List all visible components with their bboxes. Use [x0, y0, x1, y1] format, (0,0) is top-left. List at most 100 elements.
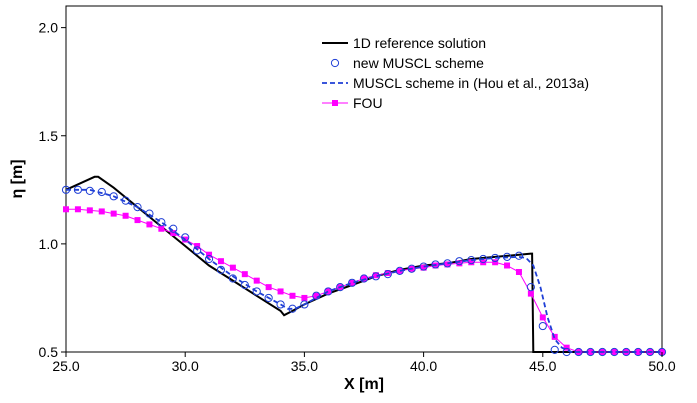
new-muscl-marker [181, 233, 190, 242]
fou-marker [253, 277, 260, 284]
legend-entry: MUSCL scheme in (Hou et al., 2013a) [322, 75, 589, 91]
ticks-layer: 25.0 30.0 35.0 40.0 45.0 50.0 0.5 1.0 1.5 2.0 [39, 20, 676, 374]
new-muscl-marker [240, 280, 249, 290]
fou-marker [229, 264, 236, 271]
fou-marker [611, 349, 618, 355]
new-muscl-marker [193, 246, 202, 255]
new-muscl-marker [634, 347, 643, 357]
new-muscl-marker [645, 347, 655, 357]
new-muscl-marker [479, 254, 488, 264]
new-muscl-marker [204, 254, 214, 264]
legend-label: new MUSCL scheme [353, 55, 484, 71]
new-muscl-marker [419, 262, 428, 271]
new-muscl-marker [586, 347, 595, 357]
new-muscl-marker [157, 218, 166, 227]
fou-marker [122, 212, 129, 219]
new-muscl-marker [514, 251, 524, 260]
legend: 1D reference solution new MUSCL scheme MUS… [322, 35, 589, 111]
new-muscl-marker [228, 274, 237, 283]
new-muscl-marker [467, 255, 476, 265]
x-tick-label: 30.0 [172, 358, 199, 374]
new-muscl-marker [598, 347, 607, 357]
x-tick-label: 40.0 [410, 358, 437, 374]
fou-marker [98, 208, 105, 215]
fou-marker [170, 230, 177, 237]
fou-marker [420, 264, 427, 271]
y-axis-title: η [m] [9, 159, 26, 198]
fou-marker [289, 292, 296, 299]
fou-marker [74, 206, 81, 213]
new-muscl-marker [359, 274, 369, 283]
fou-marker [527, 290, 534, 297]
new-muscl-marker [73, 185, 83, 194]
fou-marker [313, 292, 320, 299]
fou-marker [396, 267, 403, 274]
new-muscl-marker [347, 278, 357, 287]
new-muscl-marker [133, 203, 142, 212]
new-muscl-marker [455, 257, 464, 266]
fou-marker [563, 344, 570, 351]
new-muscl-marker [610, 347, 619, 357]
fou-marker [277, 288, 284, 295]
y-tick-label: 1.0 [39, 236, 59, 252]
plot-area-frame [65, 5, 663, 353]
new-muscl-marker [538, 321, 547, 331]
new-muscl-marker [216, 265, 226, 274]
fou-marker [468, 259, 475, 266]
new-muscl-marker [97, 187, 106, 197]
series-layer [61, 175, 667, 357]
new-muscl-marker [145, 209, 154, 218]
new-muscl-marker [264, 293, 273, 303]
new-muscl-marker [407, 264, 416, 273]
new-muscl-marker [312, 291, 321, 300]
y-tick-label: 0.5 [39, 344, 59, 360]
fou-marker [635, 349, 642, 355]
new-muscl-marker [622, 347, 631, 357]
fou-marker [217, 258, 224, 265]
legend-entry: 1D reference solution [322, 35, 486, 51]
fou-marker [241, 271, 248, 278]
fou-marker [134, 217, 141, 224]
y-tick-label: 2.0 [39, 20, 59, 36]
new-muscl-marker [562, 347, 571, 357]
new-muscl-marker [395, 266, 404, 276]
new-muscl-marker [288, 304, 297, 313]
fou-marker [372, 272, 379, 279]
fou-marker [265, 284, 272, 291]
fou-marker [86, 207, 93, 214]
fou-marker [444, 261, 451, 268]
new-muscl-marker [61, 185, 71, 194]
new-muscl-marker [324, 287, 333, 296]
fou-marker [146, 221, 153, 228]
fou-marker [110, 210, 117, 217]
new-muscl-marker [502, 252, 512, 261]
legend-entry: new MUSCL scheme [330, 55, 484, 71]
new-muscl-marker [550, 345, 559, 354]
legend-entry: FOU [322, 95, 383, 111]
new-muscl-marker [443, 259, 452, 268]
new-muscl-marker [491, 253, 500, 263]
legend-label: FOU [353, 95, 383, 111]
legend-label: MUSCL scheme in (Hou et al., 2013a) [353, 75, 589, 91]
fou-marker [587, 349, 594, 355]
new-muscl-marker [574, 347, 583, 357]
new-muscl-marker [336, 283, 345, 292]
legend-swatch-circle [330, 58, 340, 68]
new-muscl-marker [109, 192, 118, 201]
new-muscl-marker [85, 186, 94, 195]
x-tick-label: 25.0 [52, 358, 79, 374]
fou-marker [206, 251, 213, 258]
fou-marker [301, 294, 308, 301]
fou-marker [349, 279, 356, 286]
new-muscl-marker [169, 224, 178, 233]
fou-marker [194, 243, 201, 250]
fou-marker [456, 260, 463, 267]
x-tick-label: 50.0 [648, 358, 675, 374]
x-tick-label: 35.0 [291, 358, 318, 374]
new-muscl-marker [383, 270, 392, 279]
fou-marker [504, 262, 511, 269]
new-muscl-marker [431, 260, 440, 269]
fou-marker [515, 268, 522, 275]
new-muscl-marker [252, 287, 261, 296]
